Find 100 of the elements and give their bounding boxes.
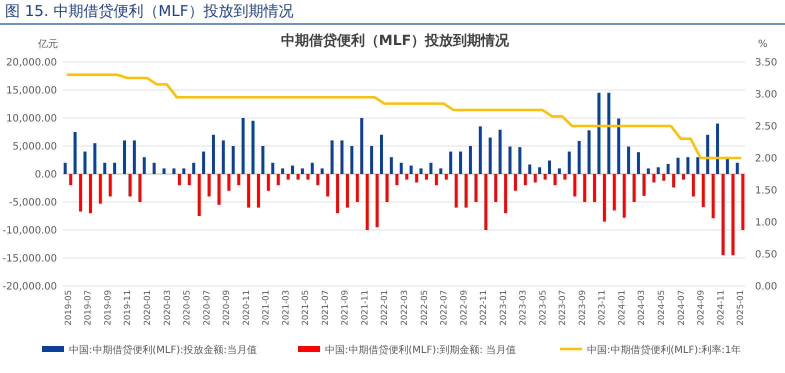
bar <box>706 134 710 174</box>
x-tick-label: 2025-01 <box>736 290 746 326</box>
x-tick-label: 2024-11 <box>716 290 726 326</box>
bar <box>276 174 280 186</box>
bar <box>518 147 522 174</box>
y2-tick-label: 2.50 <box>755 122 778 132</box>
line-series <box>66 74 742 160</box>
bar <box>286 174 290 180</box>
bar <box>454 174 458 208</box>
x-tick-label: 2020-03 <box>162 290 173 326</box>
bar <box>88 174 92 214</box>
bar <box>568 152 571 174</box>
bar <box>316 174 320 186</box>
bar <box>478 126 482 174</box>
bar <box>548 160 552 174</box>
bar <box>439 168 442 174</box>
bar <box>420 168 423 174</box>
bar <box>692 174 695 196</box>
x-tick-label: 2021-11 <box>360 290 370 326</box>
bar <box>306 174 310 180</box>
bar <box>390 157 393 174</box>
bar <box>474 174 478 202</box>
x-tick-label: 2021-01 <box>262 290 272 326</box>
bar <box>646 168 650 174</box>
bar <box>498 130 502 174</box>
bar <box>247 174 250 208</box>
x-tick-label: 2023-01 <box>498 290 509 326</box>
legend-label: 中国:中期借贷便利(MLF):利率:1年 <box>587 344 742 356</box>
bar <box>554 174 557 186</box>
bar <box>178 174 181 186</box>
bar <box>128 174 132 196</box>
x-tick-label: 2020-01 <box>143 290 154 326</box>
x-tick-label: 2021-05 <box>301 290 312 326</box>
bar <box>712 174 715 218</box>
x-tick-label: 2023-11 <box>598 290 608 326</box>
x-tick-label: 2024-09 <box>696 290 707 326</box>
x-tick-label: 2021-07 <box>320 290 331 326</box>
y-tick-label: -5,000.00 <box>8 198 57 208</box>
chart-title: 图 15. 中期借贷便利（MLF）投放到期情况 <box>5 2 294 20</box>
y2-tick-label: 1.50 <box>755 186 778 196</box>
x-tick-label: 2019-09 <box>103 290 114 326</box>
bar <box>508 146 512 174</box>
x-tick-label: 2023-05 <box>538 290 548 326</box>
x-tick-label: 2022-05 <box>420 290 430 326</box>
x-tick-label: 2019-07 <box>84 290 94 326</box>
y-tick-label: -10,000.00 <box>2 226 57 236</box>
x-tick-label: 2020-07 <box>202 290 212 326</box>
bar <box>652 174 656 182</box>
bar <box>702 174 705 208</box>
bar <box>138 174 142 202</box>
bar <box>227 174 230 191</box>
y-tick-label: 5,000.00 <box>12 142 57 152</box>
bar <box>208 174 211 196</box>
bar <box>528 164 532 174</box>
x-tick-label: 2024-01 <box>617 290 628 326</box>
bar <box>74 132 77 174</box>
bar <box>142 157 146 174</box>
y2-tick-label: 3.00 <box>755 90 778 100</box>
bar <box>376 174 379 228</box>
bar <box>716 124 720 174</box>
bar <box>281 168 284 174</box>
bar <box>83 152 86 174</box>
bar <box>152 162 156 174</box>
bar <box>573 174 576 196</box>
bar <box>300 168 304 174</box>
bar <box>459 152 462 174</box>
x-tick-label: 2023-03 <box>518 290 529 326</box>
bar <box>330 140 334 174</box>
x-tick-label: 2020-09 <box>222 290 232 326</box>
bar <box>113 162 116 174</box>
bar <box>336 174 340 214</box>
bar <box>310 162 314 174</box>
bar <box>425 174 428 180</box>
bar <box>676 158 680 174</box>
bar <box>366 174 369 230</box>
bar <box>597 92 600 174</box>
y-tick-label: 20,000.00 <box>6 58 57 68</box>
bar <box>108 174 112 196</box>
y2-tick-label: 1.00 <box>755 218 778 228</box>
bar <box>484 174 488 230</box>
x-tick-label: 2024-03 <box>637 290 648 326</box>
bar <box>212 134 215 174</box>
bar <box>222 140 225 174</box>
bar <box>686 157 690 174</box>
bar <box>672 174 676 188</box>
bar <box>464 174 468 208</box>
x-tick-label: 2022-11 <box>479 290 490 326</box>
bar <box>666 164 670 174</box>
bar <box>415 174 418 182</box>
bar <box>188 174 191 186</box>
bar <box>607 92 610 174</box>
bar <box>271 162 274 174</box>
y2-tick-label: 0.50 <box>755 250 778 260</box>
bar <box>544 174 547 180</box>
y-tick-label: 10,000.00 <box>6 114 57 124</box>
bar <box>370 146 374 174</box>
bar <box>132 140 136 174</box>
bar <box>69 174 72 186</box>
bar <box>602 174 606 222</box>
x-tick-label: 2022-07 <box>440 290 450 326</box>
